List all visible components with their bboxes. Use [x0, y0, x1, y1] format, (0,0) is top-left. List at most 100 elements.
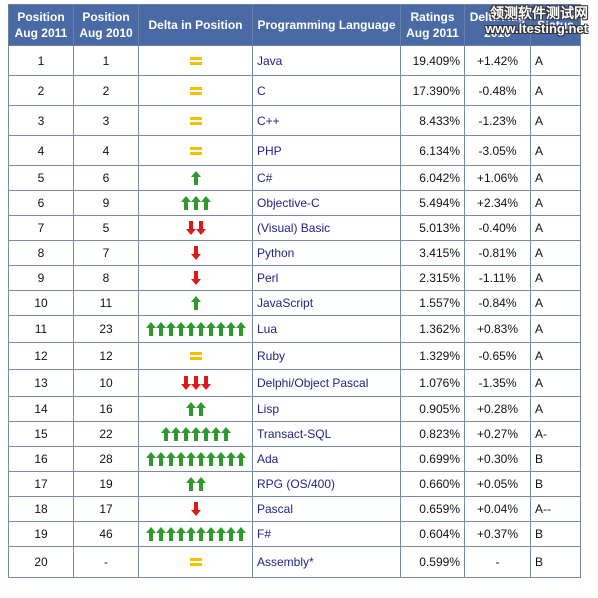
- arrow-shape: [190, 502, 201, 516]
- table-row: 12 12 Ruby 1.329% -0.65% A: [8, 342, 581, 370]
- status: A-: [530, 421, 581, 447]
- arrow-shape: [200, 376, 211, 390]
- delta-position: [138, 290, 253, 316]
- watermark-name: 领测软件测试网: [490, 5, 588, 21]
- language: Ruby: [252, 342, 401, 370]
- rating-delta: +0.28%: [464, 396, 531, 422]
- language: Python: [252, 240, 401, 266]
- delta-position: [138, 421, 253, 447]
- up-icon: [145, 527, 156, 541]
- equal-icon: [189, 56, 202, 65]
- equal-bar: [189, 563, 202, 566]
- status: B: [530, 471, 581, 497]
- arrow-shape: [155, 527, 166, 541]
- up-icon: [205, 452, 216, 466]
- delta-position: [138, 265, 253, 291]
- position-2011: 12: [8, 342, 74, 370]
- watermark: 领测软件测试网 www.ltesting.net: [485, 5, 588, 37]
- position-2010: 2: [73, 75, 139, 106]
- delta-position: [138, 521, 253, 547]
- up-icon: [180, 196, 191, 210]
- up-icon: [235, 452, 246, 466]
- arrow-shape: [180, 427, 191, 441]
- rating: 5.013%: [400, 215, 465, 241]
- table-row: 16 28 Ada 0.699% +0.30% B: [8, 446, 581, 472]
- down-icon: [185, 221, 196, 235]
- arrow-shape: [190, 296, 201, 310]
- language: RPG (OS/400): [252, 471, 401, 497]
- arrow-shape: [235, 527, 246, 541]
- rating-delta: -1.35%: [464, 369, 531, 397]
- table-row: 14 16 Lisp 0.905% +0.28% A: [8, 396, 581, 422]
- up-icon: [205, 322, 216, 336]
- status: A: [530, 75, 581, 106]
- position-2010: 10: [73, 369, 139, 397]
- arrow-shape: [180, 376, 191, 390]
- position-2011: 2: [8, 75, 74, 106]
- equal-bar: [189, 357, 202, 360]
- rating-delta: +0.30%: [464, 446, 531, 472]
- arrow-shape: [200, 196, 211, 210]
- arrow-shape: [220, 427, 231, 441]
- status: A: [530, 315, 581, 343]
- up-icon: [175, 322, 186, 336]
- status: A: [530, 165, 581, 191]
- position-2011: 8: [8, 240, 74, 266]
- up-icon: [170, 427, 181, 441]
- arrow-shape: [185, 527, 196, 541]
- table-row: 4 4 PHP 6.134% -3.05% A: [8, 135, 581, 166]
- delta-position: [138, 471, 253, 497]
- rating: 0.823%: [400, 421, 465, 447]
- position-2011: 20: [8, 546, 74, 578]
- table-row: 20- Assembly* 0.599% - B: [8, 546, 581, 578]
- rating: 1.076%: [400, 369, 465, 397]
- rating-delta: +2.34%: [464, 190, 531, 216]
- up-icon: [155, 527, 166, 541]
- up-icon: [215, 322, 226, 336]
- position-2010: 22: [73, 421, 139, 447]
- rating-delta: -1.23%: [464, 105, 531, 136]
- rating-delta: -0.84%: [464, 290, 531, 316]
- table-row: 7 5 (Visual) Basic 5.013% -0.40% A: [8, 215, 581, 241]
- rating: 1.557%: [400, 290, 465, 316]
- header-cell: Position Aug 2011: [8, 4, 74, 46]
- language: Ada: [252, 446, 401, 472]
- equal-icon: [189, 146, 202, 155]
- table-row: 3 3 C++ 8.433% -1.23% A: [8, 105, 581, 136]
- rating-delta: -0.40%: [464, 215, 531, 241]
- rating: 1.362%: [400, 315, 465, 343]
- position-2010: 28: [73, 446, 139, 472]
- delta-position: [138, 342, 253, 370]
- arrow-shape: [190, 427, 201, 441]
- table-row: 6 9 Objective-C 5.494% +2.34% A: [8, 190, 581, 216]
- table-row: 13 10 Delphi/Object Pascal 1.076% -1.35% A: [8, 369, 581, 397]
- equal-bar: [189, 352, 202, 355]
- arrow-shape: [190, 246, 201, 260]
- rating-delta: +0.04%: [464, 496, 531, 522]
- up-icon: [195, 452, 206, 466]
- rating-delta: +0.83%: [464, 315, 531, 343]
- position-2010: 16: [73, 396, 139, 422]
- delta-position: [138, 446, 253, 472]
- language: C: [252, 75, 401, 106]
- up-icon: [195, 477, 206, 491]
- position-2010: 3: [73, 105, 139, 136]
- position-2010: 7: [73, 240, 139, 266]
- arrow-shape: [195, 452, 206, 466]
- arrow-shape: [205, 527, 216, 541]
- delta-position: [138, 105, 253, 136]
- arrow-shape: [215, 527, 226, 541]
- header-cell: Status: [530, 4, 581, 46]
- status: A: [530, 290, 581, 316]
- table-row: 17 19 RPG (OS/400) 0.660% +0.05% B: [8, 471, 581, 497]
- position-2011: 18: [8, 496, 74, 522]
- language: Perl: [252, 265, 401, 291]
- delta-position: [138, 546, 253, 578]
- language: Java: [252, 45, 401, 76]
- up-icon: [215, 527, 226, 541]
- arrow-shape: [175, 452, 186, 466]
- rating-delta: -: [464, 546, 531, 578]
- arrow-shape: [190, 196, 201, 210]
- status: A: [530, 369, 581, 397]
- language: Objective-C: [252, 190, 401, 216]
